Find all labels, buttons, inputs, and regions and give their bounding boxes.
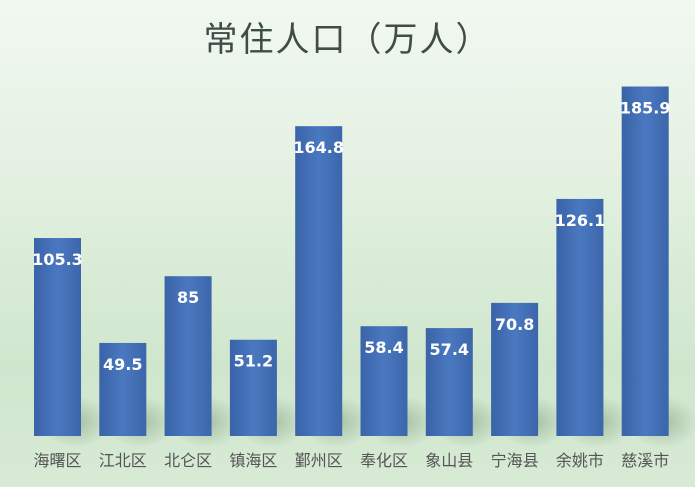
category-label: 奉化区: [360, 451, 408, 470]
category-label: 鄞州区: [295, 451, 343, 470]
bar-北仑区: [164, 276, 212, 436]
bar-江北区: [99, 342, 147, 436]
category-label: 北仑区: [164, 451, 212, 470]
bar-镇海区: [229, 339, 277, 436]
bar-value-label: 85: [177, 288, 199, 307]
chart-title: 常住人口（万人）: [203, 20, 492, 60]
category-label: 余姚市: [556, 451, 604, 470]
bar-余姚市: [556, 198, 604, 436]
bar-宁海县: [491, 302, 539, 436]
category-label: 象山县: [425, 451, 473, 470]
bar-鄞州区: [295, 126, 343, 437]
bar-海曙区: [34, 238, 81, 436]
bar-value-label: 51.2: [234, 352, 273, 371]
bar-奉化区: [360, 326, 408, 436]
bar-慈溪市: [621, 86, 669, 437]
category-label: 海曙区: [33, 451, 81, 470]
bar-value-label: 105.3: [32, 250, 83, 269]
bar-value-label: 185.9: [620, 99, 671, 118]
bar-value-label: 58.4: [364, 338, 403, 357]
category-label: 江北区: [99, 451, 147, 470]
bar-value-label: 49.5: [103, 355, 142, 374]
category-label: 镇海区: [229, 451, 277, 470]
bar-象山县: [425, 328, 473, 436]
category-label: 宁海县: [491, 451, 539, 470]
bar-value-label: 126.1: [555, 211, 606, 230]
category-label: 慈溪市: [621, 451, 669, 470]
bar-value-label: 164.8: [293, 138, 344, 157]
bar-value-label: 70.8: [495, 315, 534, 334]
bar-value-label: 57.4: [430, 340, 469, 359]
